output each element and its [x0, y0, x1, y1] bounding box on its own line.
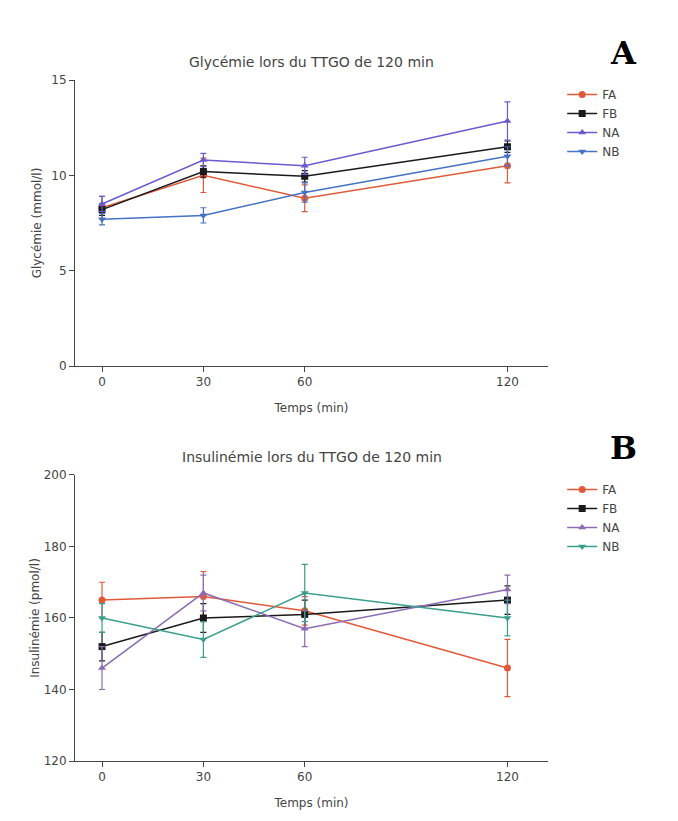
- svg-text:15: 15: [51, 73, 66, 87]
- svg-text:FA: FA: [602, 483, 617, 497]
- svg-text:NA: NA: [602, 521, 620, 535]
- svg-text:120: 120: [496, 375, 519, 389]
- svg-text:60: 60: [297, 375, 312, 389]
- svg-text:FB: FB: [602, 107, 617, 121]
- svg-text:5: 5: [59, 264, 67, 278]
- svg-text:Temps (min): Temps (min): [273, 401, 348, 415]
- svg-text:30: 30: [196, 375, 211, 389]
- svg-text:NA: NA: [602, 126, 620, 140]
- svg-text:200: 200: [44, 468, 67, 482]
- svg-text:FB: FB: [602, 502, 617, 516]
- svg-text:120: 120: [44, 754, 67, 768]
- svg-text:10: 10: [51, 169, 66, 183]
- svg-text:180: 180: [44, 540, 67, 554]
- svg-text:120: 120: [496, 770, 519, 784]
- svg-text:Glycémie (mmol/l): Glycémie (mmol/l): [30, 168, 44, 279]
- svg-text:Temps (min): Temps (min): [273, 796, 348, 810]
- svg-text:NB: NB: [602, 145, 619, 159]
- svg-text:60: 60: [297, 770, 312, 784]
- svg-text:Insulinémie (pmol/l): Insulinémie (pmol/l): [28, 558, 42, 678]
- svg-text:Insulinémie lors du TTGO de 12: Insulinémie lors du TTGO de 120 min: [182, 449, 442, 465]
- svg-text:Glycémie lors du TTGO de 120 m: Glycémie lors du TTGO de 120 min: [189, 54, 434, 70]
- svg-text:B: B: [610, 429, 637, 467]
- svg-text:160: 160: [44, 611, 67, 625]
- svg-text:140: 140: [44, 683, 67, 697]
- svg-text:0: 0: [59, 359, 67, 373]
- svg-text:NB: NB: [602, 540, 619, 554]
- svg-text:0: 0: [98, 770, 106, 784]
- svg-text:A: A: [610, 34, 637, 72]
- svg-text:FA: FA: [602, 88, 617, 102]
- svg-text:0: 0: [98, 375, 106, 389]
- svg-text:30: 30: [196, 770, 211, 784]
